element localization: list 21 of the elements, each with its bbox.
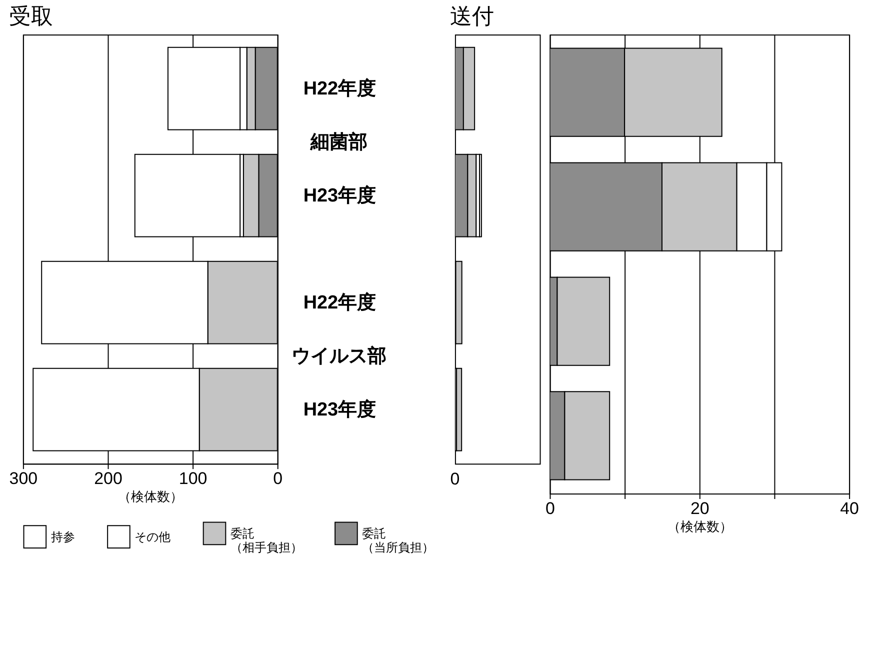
x-tick-label: 0 <box>546 498 555 518</box>
y-tick-label: H22年度 <box>303 292 376 314</box>
legend-label: 委託（相手負担） <box>230 526 302 554</box>
y-tick-label: H23年度 <box>303 184 376 207</box>
text: 細菌部 <box>310 131 368 154</box>
chart-title: 受取 <box>8 4 53 29</box>
x-tick-label: 100 <box>178 469 208 488</box>
x-axis-title: （検体数） <box>118 488 184 504</box>
chart-title: 送付 <box>450 4 494 29</box>
legend-label: その他 <box>134 530 171 544</box>
x-tick-label: 40 <box>840 498 859 518</box>
legend-label: 持参 <box>50 530 75 544</box>
x-tick-label: 0 <box>273 469 283 488</box>
x-axis-title: （検体数） <box>667 518 732 534</box>
y-tick-label: H23年度 <box>303 398 376 421</box>
x-tick-label: 300 <box>9 469 38 488</box>
y-tick-label: H22年度 <box>303 78 376 100</box>
x-tick-label: 20 <box>690 498 710 518</box>
text: ウイルス部 <box>292 345 387 368</box>
legend-label: 委託（当所負担） <box>362 526 434 554</box>
x-tick-label: 200 <box>94 469 122 488</box>
